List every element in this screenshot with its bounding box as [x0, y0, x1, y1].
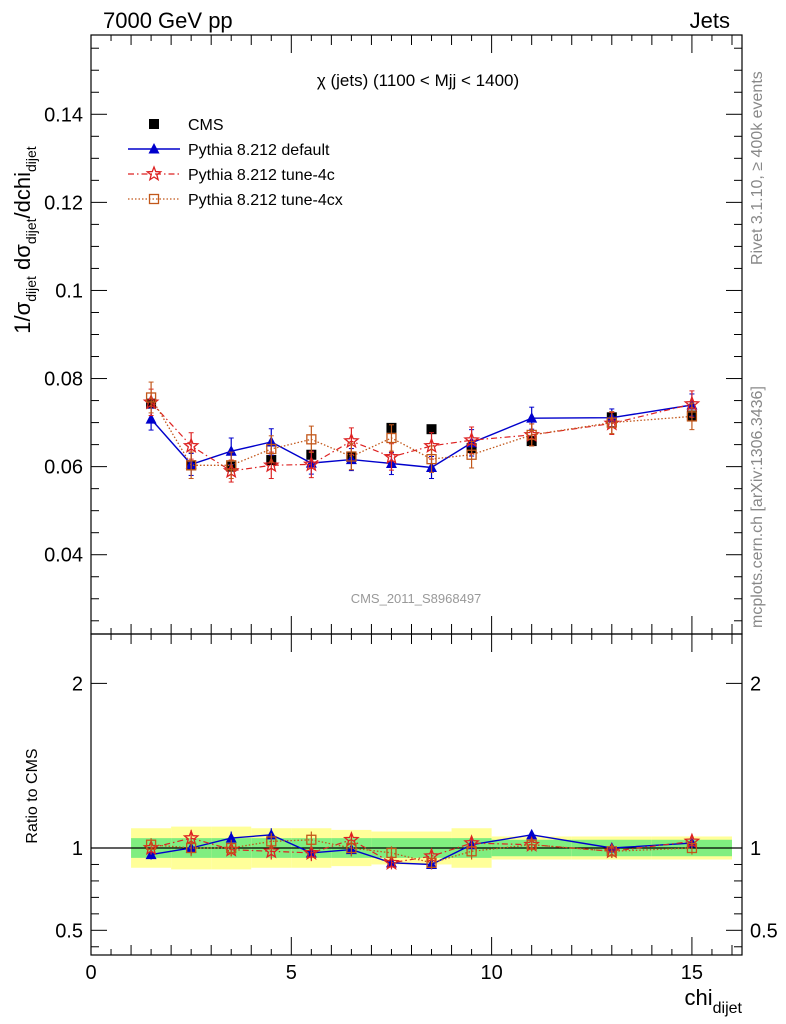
data-point-pythia-8-212-tune-4cx [266, 443, 277, 455]
ratio-point-pythia-8-212-tune-4cx [186, 842, 197, 854]
legend-label-pythia-8-212-tune-4cx: Pythia 8.212 tune-4cx [188, 192, 343, 209]
data-point-pythia-8-212-tune-4cx [526, 429, 537, 441]
ratio-point-pythia-8-212-default [526, 828, 538, 840]
ratio-point-pythia-8-212-tune-4cx [526, 839, 537, 850]
data-point-pythia-8-212-tune-4c [262, 456, 280, 473]
series-pythia-8-212-tune-4c [142, 388, 701, 483]
series-pythia-8-212-tune-4cx [145, 381, 698, 480]
data-point-pythia-8-212-tune-4c [383, 448, 400, 465]
ratio-y-tick-label-left: 1 [72, 838, 83, 860]
x-tick-label: 0 [85, 962, 96, 984]
series-line-pythia-8-212-default [150, 404, 693, 469]
x-tick-label: 5 [286, 962, 297, 984]
data-point-pythia-8-212-tune-4cx [346, 451, 357, 462]
series-line-pythia-8-212-tune-4cx [150, 397, 692, 466]
watermark-label: CMS_2011_S8968497 [351, 591, 482, 606]
main-y-tick-label: 0.04 [44, 545, 83, 567]
ratio-point-pythia-8-212-tune-4cx [606, 846, 617, 857]
ratio-series [142, 828, 701, 870]
data-point-pythia-8-212-tune-4cx [186, 460, 197, 471]
main-y-tick-label: 0.14 [44, 104, 83, 126]
ratio-y-axis-label: Ratio to CMS [24, 748, 41, 843]
ratio-axes: 0.5 0.5 1 1 2 2 0 5 10 15 [55, 633, 778, 984]
ratio-line-pythia-8-212-default [150, 834, 692, 866]
data-point-pythia-8-212-tune-4cx [145, 392, 157, 403]
main-y-tick-label: 0.12 [44, 192, 83, 214]
data-point-pythia-8-212-default [225, 445, 237, 456]
data-point-pythia-8-212-tune-4cx [306, 434, 317, 445]
ratio-point-pythia-8-212-tune-4cx [306, 834, 317, 845]
rivet-label: Rivet 3.1.10, ≥ 400k events [749, 71, 766, 265]
ratio-point-pythia-8-212-tune-4cx [226, 842, 237, 854]
main-y-tick-label: 0.1 [55, 280, 83, 302]
data-point-pythia-8-212-default [526, 412, 538, 423]
legend-marker-cms [149, 119, 159, 129]
ratio-panel: 0.5 0.5 1 1 2 2 0 5 10 15 Ratio to CMS chidijet [24, 633, 778, 1017]
data-point-pythia-8-212-tune-4cx [386, 432, 397, 444]
ratio-y-tick-label-right: 0.5 [750, 920, 778, 942]
ratio-y-tick-label-left: 0.5 [55, 920, 83, 942]
legend-marker-pythia-8-212-tune-4cx [148, 193, 160, 205]
ratio-point-pythia-8-212-tune-4cx [145, 839, 157, 850]
ratio-point-pythia-8-212-default [225, 832, 237, 843]
mcplots-label: mcplots.cern.ch [arXiv:1306.3436] [749, 386, 766, 628]
data-point-pythia-8-212-tune-4cx [686, 411, 698, 422]
x-axis-label: chidijet [685, 985, 743, 1017]
main-series [142, 381, 701, 483]
main-y-axis-label: 1/σdijet dσdijet/dchidijet [10, 146, 39, 334]
legend-marker-pythia-8-212-default [148, 143, 160, 154]
ratio-point-pythia-8-212-tune-4c [383, 854, 400, 870]
data-point-cms [426, 424, 437, 435]
legend-marker-pythia-8-212-tune-4c [145, 165, 163, 182]
header-right: Jets [690, 8, 730, 33]
data-point-pythia-8-212-default [145, 413, 157, 424]
data-point-pythia-8-212-tune-4c [302, 455, 320, 472]
ratio-y-tick-label-left: 2 [72, 673, 83, 695]
header-left: 7000 GeV pp [103, 8, 233, 33]
ratio-point-pythia-8-212-tune-4cx [466, 846, 477, 857]
ratio-point-pythia-8-212-tune-4cx [426, 857, 437, 868]
legend: CMS Pythia 8.212 default Pythia 8.212 tune… [128, 117, 343, 209]
data-point-pythia-8-212-tune-4c [182, 437, 200, 454]
main-y-tick-label: 0.06 [44, 457, 83, 479]
data-point-pythia-8-212-tune-4cx [226, 460, 237, 471]
ratio-y-tick-label-right: 1 [750, 838, 761, 860]
chart-title: χ (jets) (1100 < Mjj < 1400) [317, 71, 519, 90]
ratio-series-pythia-8-212-tune-4cx [145, 831, 698, 870]
ratio-point-pythia-8-212-tune-4c [302, 844, 320, 861]
main-panel: 0.04 0.06 0.08 0.1 0.12 0.14 χ (jets) (1100 <… [10, 34, 743, 635]
main-y-tick-label: 0.08 [44, 369, 83, 391]
ratio-point-pythia-8-212-tune-4cx [266, 836, 277, 847]
legend-label-pythia-8-212-tune-4c: Pythia 8.212 tune-4c [188, 167, 335, 184]
ratio-point-pythia-8-212-tune-4cx [686, 842, 698, 854]
main-axes: 0.04 0.06 0.08 0.1 0.12 0.14 [44, 34, 743, 635]
ratio-frame [90, 633, 743, 956]
data-point-pythia-8-212-tune-4cx [606, 417, 617, 428]
x-tick-label: 10 [480, 962, 502, 984]
ratio-point-pythia-8-212-tune-4c [262, 842, 280, 859]
series-line-pythia-8-212-tune-4c [150, 401, 693, 472]
ratio-line-pythia-8-212-tune-4cx [151, 839, 692, 864]
ratio-y-tick-label-right: 2 [750, 673, 761, 695]
legend-label-pythia-8-212-default: Pythia 8.212 default [188, 142, 330, 159]
ratio-point-pythia-8-212-tune-4cx [386, 847, 397, 859]
data-point-pythia-8-212-tune-4cx [466, 449, 477, 460]
ratio-point-pythia-8-212-tune-4cx [346, 842, 357, 854]
data-point-pythia-8-212-tune-4cx [426, 453, 437, 465]
x-tick-label: 15 [681, 962, 703, 984]
legend-label-cms: CMS [188, 117, 224, 134]
